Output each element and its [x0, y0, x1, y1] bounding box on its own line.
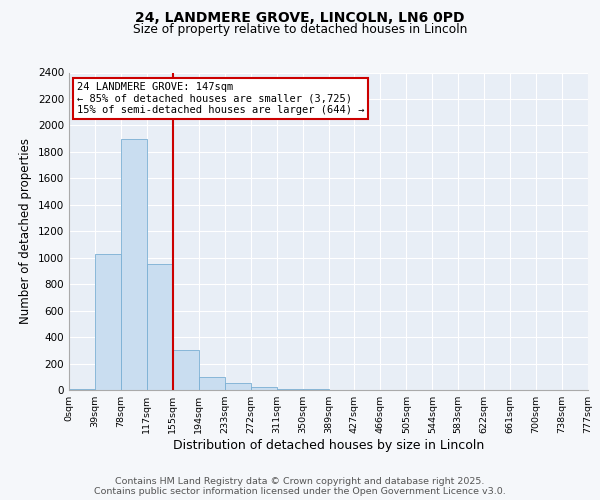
- X-axis label: Distribution of detached houses by size in Lincoln: Distribution of detached houses by size …: [173, 439, 484, 452]
- Bar: [277, 388, 302, 390]
- Bar: [121, 138, 147, 390]
- Bar: [147, 264, 173, 390]
- Text: Contains HM Land Registry data © Crown copyright and database right 2025.: Contains HM Land Registry data © Crown c…: [115, 476, 485, 486]
- Y-axis label: Number of detached properties: Number of detached properties: [19, 138, 32, 324]
- Text: 24, LANDMERE GROVE, LINCOLN, LN6 0PD: 24, LANDMERE GROVE, LINCOLN, LN6 0PD: [135, 10, 465, 24]
- Text: Contains public sector information licensed under the Open Government Licence v3: Contains public sector information licen…: [94, 486, 506, 496]
- Bar: [95, 254, 121, 390]
- Text: 24 LANDMERE GROVE: 147sqm
← 85% of detached houses are smaller (3,725)
15% of se: 24 LANDMERE GROVE: 147sqm ← 85% of detac…: [77, 82, 364, 115]
- Bar: [199, 377, 224, 390]
- Text: Size of property relative to detached houses in Lincoln: Size of property relative to detached ho…: [133, 22, 467, 36]
- Bar: [225, 384, 251, 390]
- Bar: [173, 350, 199, 390]
- Bar: [251, 386, 277, 390]
